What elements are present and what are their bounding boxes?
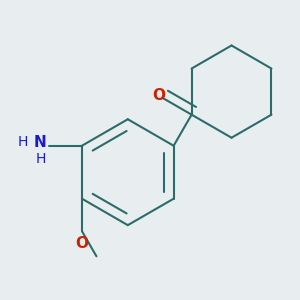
Text: O: O [75, 236, 88, 251]
Text: H: H [18, 135, 28, 149]
Text: N: N [33, 135, 46, 150]
Text: H: H [36, 152, 46, 167]
Text: O: O [152, 88, 166, 103]
